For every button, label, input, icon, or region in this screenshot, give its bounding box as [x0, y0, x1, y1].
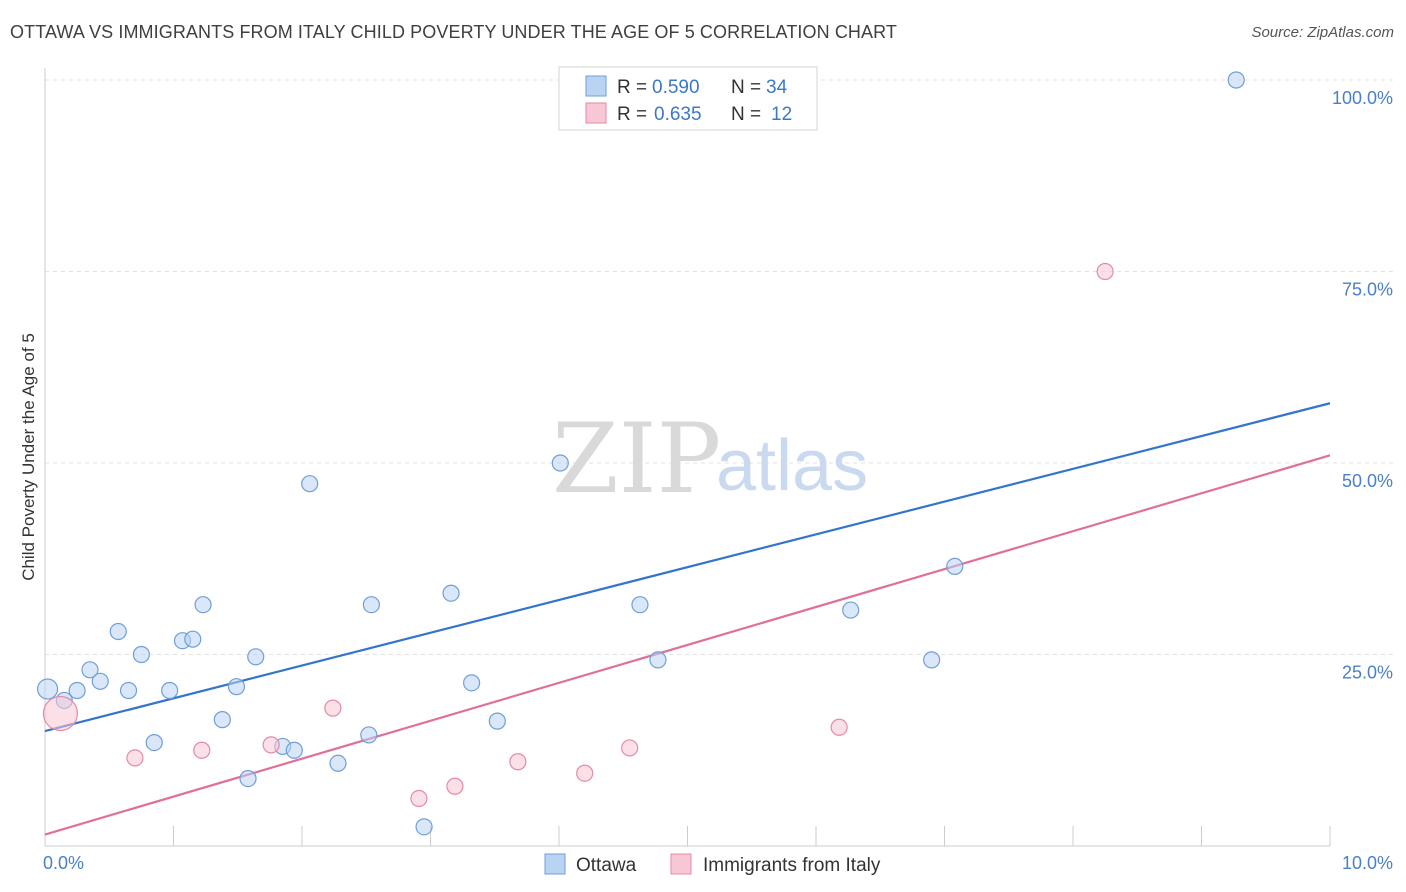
watermark-atlas: atlas [716, 426, 868, 506]
point-ottawa-3 [81, 661, 99, 679]
point-italy-6 [446, 777, 464, 795]
legend-r-value-ottawa: 0.590 [652, 77, 700, 98]
legend-r-label-italy: R = [617, 104, 647, 125]
point-ottawa-16 [247, 648, 265, 666]
point-ottawa-30 [842, 601, 860, 619]
point-ottawa-31 [923, 651, 941, 669]
legend-n-label-italy: N = [731, 104, 761, 125]
watermark-zip: ZIP [552, 403, 721, 515]
legend-n-value-ottawa: 34 [766, 77, 788, 98]
point-ottawa-20 [329, 754, 347, 772]
point-ottawa-33 [1227, 71, 1245, 89]
point-ottawa-29 [649, 651, 667, 669]
legend-n-label-ottawa: N = [731, 77, 761, 98]
point-italy-11 [1096, 262, 1114, 281]
x-tick-label-0: 0.0% [43, 853, 84, 873]
bottom-legend-label-ottawa: Ottawa [576, 855, 637, 876]
point-ottawa-13 [213, 711, 231, 729]
point-ottawa-21 [360, 726, 378, 744]
point-ottawa-8 [145, 733, 163, 752]
data-points [36, 71, 1245, 836]
legend-swatch-italy [585, 102, 607, 124]
x-tick-label-1: 10.0% [1342, 853, 1393, 873]
point-italy-4 [324, 699, 342, 717]
point-ottawa-27 [551, 454, 569, 472]
point-ottawa-4 [91, 672, 109, 690]
point-ottawa-24 [442, 584, 460, 602]
chart-title: OTTAWA VS IMMIGRANTS FROM ITALY CHILD PO… [10, 22, 897, 42]
point-italy-1 [126, 749, 144, 767]
point-ottawa-11 [184, 630, 202, 648]
point-ottawa-25 [463, 674, 481, 692]
bottom-legend: Ottawa Immigrants from Italy [544, 853, 881, 876]
y-axis-title: Child Poverty Under the Age of 5 [19, 333, 38, 581]
trend-line-italy [44, 454, 1331, 836]
y-tick-label-3: 100.0% [1332, 88, 1393, 108]
legend-n-value-italy: 12 [771, 104, 792, 125]
top-legend: R = 0.590 N = 34 R = 0.635 N = 12 [558, 66, 818, 131]
point-ottawa-28 [631, 596, 649, 614]
y-tick-label-0: 25.0% [1342, 663, 1393, 683]
point-ottawa-15 [239, 769, 257, 788]
point-ottawa-32 [946, 557, 964, 576]
point-italy-3 [262, 736, 280, 754]
point-italy-0 [42, 695, 79, 732]
point-ottawa-12 [194, 596, 212, 614]
point-ottawa-2 [68, 681, 86, 700]
y-tick-label-2: 75.0% [1342, 280, 1393, 300]
point-italy-2 [193, 741, 211, 759]
legend-swatch-ottawa [585, 75, 607, 97]
point-ottawa-23 [415, 818, 433, 836]
source-label: Source: ZipAtlas.com [1251, 24, 1394, 41]
point-italy-5 [410, 789, 428, 808]
point-ottawa-18 [285, 741, 303, 759]
point-italy-8 [576, 764, 594, 782]
point-ottawa-26 [488, 712, 506, 730]
point-italy-10 [830, 718, 848, 736]
point-italy-9 [621, 739, 639, 757]
point-ottawa-5 [109, 622, 127, 641]
tick-labels: 25.0% 50.0% 75.0% 100.0% 0.0% 10.0% [43, 88, 1393, 873]
point-ottawa-0 [36, 678, 59, 700]
point-italy-7 [509, 753, 527, 771]
legend-r-value-italy: 0.635 [654, 104, 702, 125]
point-ottawa-22 [362, 596, 380, 614]
point-ottawa-6 [119, 681, 138, 700]
legend-r-label-ottawa: R = [617, 77, 647, 98]
trend-line-ottawa [44, 402, 1331, 733]
y-tick-label-1: 50.0% [1342, 471, 1393, 491]
trend-lines [44, 402, 1331, 836]
bottom-legend-swatch-ottawa [544, 853, 566, 875]
bottom-legend-swatch-italy [670, 853, 692, 875]
point-ottawa-19 [301, 475, 319, 493]
gridlines [45, 79, 1395, 655]
point-ottawa-7 [132, 645, 150, 664]
bottom-legend-label-italy: Immigrants from Italy [703, 855, 881, 876]
point-ottawa-14 [227, 678, 246, 696]
point-ottawa-9 [161, 681, 179, 700]
